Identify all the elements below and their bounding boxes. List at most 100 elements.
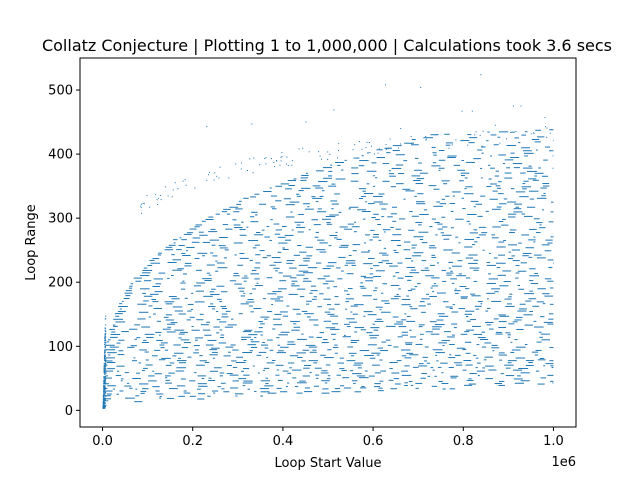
data-point-934 — [212, 308, 215, 310]
data-point-128 — [104, 392, 106, 394]
data-point-1627 — [296, 193, 300, 195]
data-point-255 — [103, 366, 105, 368]
data-point-1142 — [153, 278, 163, 280]
data-point-497 — [227, 365, 232, 367]
data-point-359 — [494, 383, 502, 385]
data-point-590 — [435, 354, 438, 356]
data-point-1512 — [375, 219, 380, 221]
data-point-1654 — [522, 188, 527, 190]
data-point-1676 — [542, 183, 550, 185]
data-point-867 — [346, 318, 355, 320]
data-point-1819 — [498, 131, 509, 133]
data-point-539 — [231, 360, 237, 362]
data-point-378 — [438, 381, 443, 383]
data-point-906 — [437, 313, 445, 315]
data-point-1150 — [317, 278, 326, 280]
data-point-1285 — [367, 257, 375, 259]
data-point-97 — [102, 400, 105, 402]
data-point-1017 — [504, 298, 512, 300]
data-point-1849 — [308, 151, 310, 153]
data-point-1313 — [181, 252, 186, 254]
data-point-1847 — [425, 139, 427, 141]
data-point-1168 — [360, 275, 367, 277]
data-point-763 — [166, 331, 176, 333]
data-point-560 — [187, 356, 192, 358]
data-point-1622 — [452, 195, 455, 197]
data-point-371 — [277, 379, 283, 381]
data-point-863 — [230, 318, 234, 320]
data-point-1322 — [394, 252, 399, 254]
data-point-985 — [152, 301, 159, 303]
data-point-452 — [209, 370, 219, 372]
data-point-1798 — [404, 142, 415, 144]
data-point-1712 — [419, 172, 428, 174]
data-point-736 — [507, 336, 511, 338]
data-point-1698 — [528, 178, 537, 180]
data-point-1406 — [264, 236, 270, 238]
data-point-1790 — [480, 146, 486, 148]
data-point-1203 — [410, 269, 417, 271]
data-point-538 — [199, 360, 207, 362]
data-point-1068 — [407, 290, 413, 292]
data-point-1696 — [488, 178, 492, 180]
data-point-247 — [104, 356, 106, 358]
data-point-884 — [363, 315, 366, 317]
data-point-1857 — [172, 189, 174, 191]
data-point-1574 — [496, 206, 502, 208]
data-point-833 — [451, 323, 458, 325]
data-point-691 — [381, 341, 387, 343]
data-point-1044 — [288, 293, 298, 295]
data-point-819 — [134, 324, 141, 326]
data-point-732 — [397, 336, 403, 338]
data-point-705 — [207, 339, 217, 341]
data-point-280 — [198, 393, 206, 395]
data-point-1179 — [183, 273, 187, 275]
data-point-932 — [153, 307, 162, 309]
data-point-711 — [332, 338, 336, 340]
data-point-462 — [380, 370, 387, 372]
scatter-marks — [102, 74, 554, 409]
data-point-916 — [225, 310, 231, 312]
data-point-996 — [477, 300, 483, 302]
data-point-912 — [138, 311, 149, 313]
data-point-849 — [406, 320, 416, 322]
data-point-1409 — [334, 237, 338, 239]
data-point-764 — [179, 331, 188, 333]
data-point-611 — [435, 352, 445, 354]
data-point-631 — [380, 350, 388, 352]
data-point-566 — [339, 357, 344, 359]
data-point-284 — [296, 392, 303, 394]
data-point-415 — [327, 375, 331, 377]
outlier-point-7 — [471, 110, 473, 112]
data-point-681 — [116, 342, 121, 344]
data-point-1411 — [413, 236, 424, 238]
data-point-1575 — [515, 206, 520, 208]
data-point-1247 — [273, 261, 282, 263]
data-point-656 — [515, 346, 526, 348]
data-point-587 — [376, 354, 380, 356]
data-point-1062 — [220, 291, 228, 293]
data-point-1919 — [264, 157, 266, 159]
data-point-1634 — [543, 192, 546, 194]
data-point-1078 — [252, 288, 256, 290]
data-point-1237 — [389, 265, 398, 267]
data-point-707 — [250, 339, 254, 341]
data-point-172 — [104, 338, 106, 340]
data-point-881 — [282, 315, 289, 317]
data-point-329 — [264, 385, 274, 387]
data-point-1791 — [521, 147, 530, 149]
data-point-638 — [109, 346, 119, 348]
data-point-1301 — [293, 254, 300, 256]
data-point-1928 — [506, 138, 508, 140]
data-point-731 — [369, 337, 377, 339]
data-point-450 — [152, 370, 155, 372]
data-point-1384 — [533, 241, 536, 243]
data-point-1308 — [498, 254, 506, 256]
data-point-572 — [484, 356, 494, 358]
data-point-893 — [153, 313, 156, 315]
data-point-920 — [301, 310, 308, 312]
data-point-303 — [135, 388, 138, 390]
data-point-365 — [165, 379, 170, 381]
data-point-1280 — [239, 257, 249, 259]
data-point-1682 — [413, 179, 421, 181]
